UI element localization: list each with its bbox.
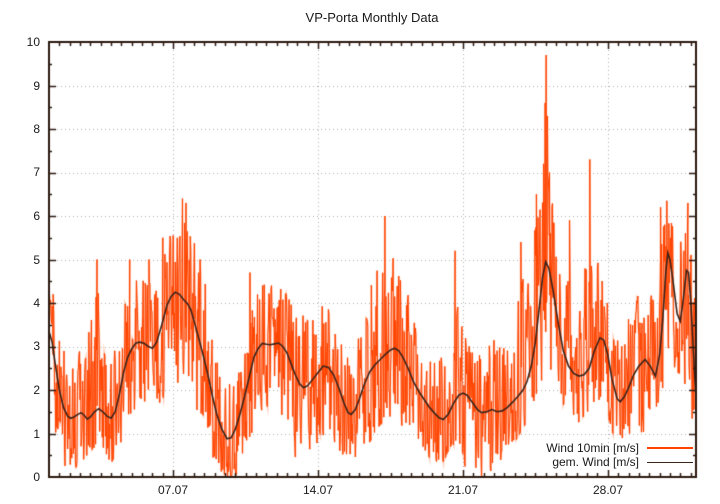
y-tick-label: 10 — [26, 35, 40, 49]
y-tick-label: 5 — [33, 253, 40, 267]
x-tick-label: 21.07 — [447, 483, 479, 497]
legend-line-wind-10min-icon — [647, 447, 693, 449]
legend: Wind 10min [m/s] gem. Wind [m/s] — [546, 441, 693, 469]
chart-title: VP-Porta Monthly Data — [305, 10, 439, 25]
y-tick-label: 4 — [33, 296, 40, 310]
y-tick-label: 0 — [33, 470, 40, 484]
legend-label-wind-10min: Wind 10min [m/s] — [546, 441, 639, 455]
y-tick-label: 6 — [33, 209, 40, 223]
x-tick-label: 07.07 — [157, 483, 189, 497]
x-tick-label: 28.07 — [592, 483, 624, 497]
y-tick-label: 8 — [33, 122, 40, 136]
y-tick-label: 2 — [33, 383, 40, 397]
legend-label-gem-wind: gem. Wind [m/s] — [552, 455, 639, 469]
y-tick-label: 7 — [33, 165, 40, 179]
legend-item-wind-10min: Wind 10min [m/s] — [546, 441, 693, 455]
y-tick-label: 9 — [33, 79, 40, 93]
legend-item-gem-wind: gem. Wind [m/s] — [552, 455, 693, 469]
legend-line-gem-wind-icon — [647, 461, 693, 463]
y-tick-label: 3 — [33, 339, 40, 353]
y-tick-label: 1 — [33, 427, 40, 441]
x-tick-label: 14.07 — [302, 483, 334, 497]
